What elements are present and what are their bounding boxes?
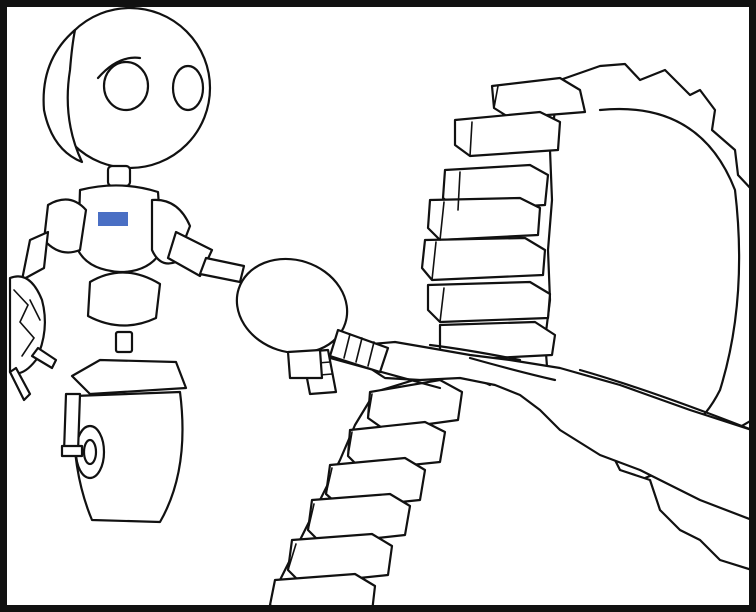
robot-left-shoulder (42, 198, 88, 254)
robot-left-arm (20, 230, 50, 282)
robot-eye-right-icon (171, 64, 205, 112)
robot-pelvis (86, 271, 162, 327)
robot-forearm (235, 257, 349, 355)
robot-eye-left-icon (102, 60, 150, 112)
robot-neck (106, 164, 132, 188)
robot-chest-panel (98, 212, 128, 226)
robot-leg-joint (114, 330, 134, 354)
robot-torso (76, 184, 164, 274)
robot-wheel-housing (70, 358, 188, 396)
small-gear-icon (268, 368, 749, 605)
robot-ear-icon (42, 28, 84, 164)
robot-right-arm (166, 230, 214, 278)
robot-eyebrow (96, 56, 142, 80)
robot-icon (8, 7, 390, 524)
